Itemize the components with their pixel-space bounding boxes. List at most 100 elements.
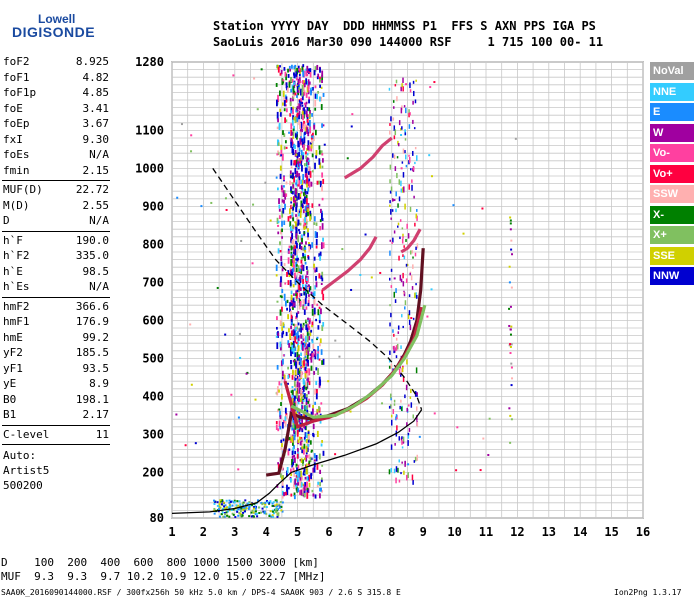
- echo-point: [305, 386, 308, 391]
- echo-point: [297, 340, 299, 347]
- echo-point: [391, 241, 393, 244]
- echo-point: [292, 298, 295, 303]
- echo-point: [308, 474, 311, 482]
- echo-point: [389, 239, 392, 242]
- echo-point: [292, 86, 295, 93]
- echo-point: [307, 302, 310, 306]
- echo-point: [279, 72, 282, 76]
- echo-point: [276, 515, 279, 518]
- echo-point: [285, 104, 287, 107]
- echo-point: [300, 482, 303, 488]
- echo-point: [238, 332, 241, 335]
- echo-point: [303, 223, 306, 230]
- echo-point: [299, 157, 302, 165]
- echo-point: [299, 81, 302, 84]
- echo-point: [316, 463, 319, 470]
- echo-point: [294, 167, 297, 175]
- echo-point: [392, 100, 395, 103]
- echo-point: [213, 499, 216, 502]
- param-separator: [2, 296, 110, 298]
- echo-point: [281, 490, 284, 496]
- param-row: hmE 99.2: [3, 331, 109, 347]
- echo-point: [301, 80, 304, 84]
- echo-point: [301, 400, 304, 404]
- echo-point: [286, 271, 288, 277]
- echo-point: [245, 507, 248, 510]
- echo-point: [389, 250, 391, 256]
- echo-point: [508, 324, 511, 327]
- echo-point: [301, 165, 303, 172]
- echo-point: [306, 157, 309, 160]
- echo-point: [321, 80, 323, 84]
- echo-point: [306, 362, 309, 367]
- echo-point: [297, 140, 300, 148]
- echo-point: [252, 203, 255, 206]
- echo-point: [289, 97, 292, 105]
- echo-point: [254, 398, 257, 401]
- echo-point: [381, 402, 384, 405]
- echo-point: [311, 153, 314, 158]
- echo-point: [291, 436, 294, 443]
- echo-point: [280, 229, 282, 235]
- echo-point: [298, 173, 300, 179]
- echo-point: [395, 414, 398, 418]
- echo-point: [314, 349, 317, 357]
- param-row: foE 3.41: [3, 102, 109, 118]
- echo-point: [313, 298, 316, 305]
- echo-point: [233, 499, 236, 502]
- echo-point: [290, 245, 293, 251]
- echo-point: [293, 203, 295, 208]
- echo-point: [309, 353, 312, 356]
- echo-point: [305, 155, 308, 160]
- echo-point: [295, 463, 298, 467]
- echo-point: [295, 163, 298, 168]
- echo-point: [407, 233, 410, 239]
- echo-point: [511, 253, 514, 256]
- echo-point: [320, 349, 323, 355]
- echo-point: [308, 381, 311, 386]
- echo-point: [284, 140, 287, 144]
- echo-point: [296, 357, 299, 361]
- echo-point: [388, 87, 391, 91]
- echo-point: [243, 506, 246, 509]
- echo-point: [288, 343, 291, 348]
- note-line: Artist5: [3, 464, 50, 477]
- echo-point: [280, 154, 282, 157]
- echo-point: [455, 469, 458, 472]
- echo-point: [299, 88, 302, 96]
- echo-point: [252, 506, 255, 509]
- echo-point: [265, 506, 268, 509]
- echo-point: [280, 276, 282, 283]
- echo-point: [395, 337, 398, 341]
- echo-point: [236, 510, 239, 513]
- echo-point: [283, 190, 286, 196]
- echo-point: [306, 106, 309, 111]
- param-separator: [2, 444, 110, 445]
- echo-point: [290, 330, 293, 337]
- echo-point: [319, 481, 321, 487]
- echo-point: [313, 222, 316, 225]
- echo-point: [287, 73, 290, 78]
- echo-point: [277, 118, 279, 123]
- echo-point: [306, 354, 309, 360]
- echo-point: [403, 255, 406, 260]
- echo-point: [305, 101, 308, 105]
- echo-point: [319, 76, 321, 82]
- echo-point: [277, 231, 280, 235]
- echo-point: [414, 252, 417, 257]
- echo-point: [299, 459, 302, 462]
- echo-point: [389, 322, 391, 327]
- echo-point: [297, 488, 300, 493]
- echo-point: [398, 459, 401, 463]
- echo-point: [397, 203, 399, 208]
- echo-point: [299, 361, 302, 367]
- echo-point: [301, 417, 304, 425]
- echo-point: [308, 70, 311, 74]
- echo-point: [300, 366, 303, 369]
- echo-point: [351, 113, 354, 116]
- echo-point: [415, 213, 418, 219]
- param-value: 176.9: [75, 315, 109, 328]
- echo-point: [394, 166, 397, 171]
- echo-point: [306, 481, 308, 488]
- echo-point: [308, 181, 311, 188]
